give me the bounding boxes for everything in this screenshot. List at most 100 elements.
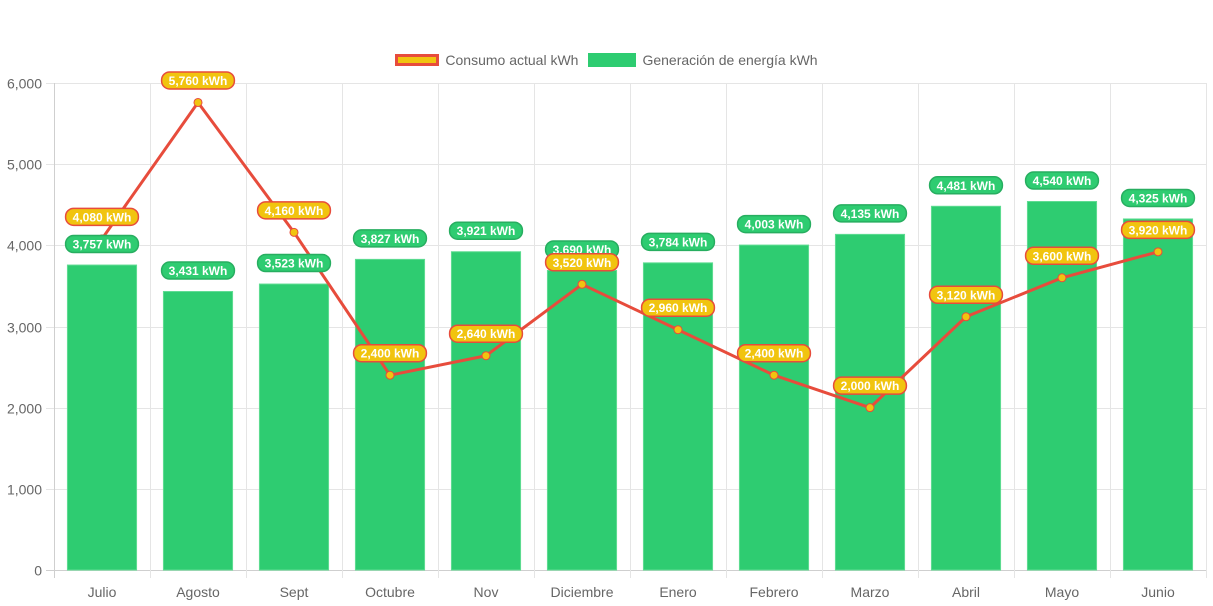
- bar-data-label: 4,003 kWh: [736, 214, 812, 234]
- bar-data-label-bg: [448, 221, 524, 240]
- line-data-label: 2,000 kWh: [832, 376, 908, 395]
- x-tick-label: Sept: [280, 584, 309, 600]
- line-data-label: 4,080 kWh: [64, 207, 140, 227]
- line-data-label: 2,960 kWh: [640, 298, 716, 317]
- line-data-label-bg: [64, 207, 140, 227]
- bar-data-label-bg: [160, 261, 236, 280]
- x-tick-label: Febrero: [749, 584, 798, 600]
- bar-data-label: 3,784 kWh: [640, 232, 716, 252]
- line-data-label-bg: [832, 376, 908, 395]
- line-data-label-bg: [544, 253, 620, 272]
- bar-data-label-bg: [736, 214, 812, 234]
- x-tick-label: Junio: [1141, 584, 1175, 600]
- line-point: [961, 312, 971, 322]
- bar-data-label: 3,757 kWh: [64, 234, 140, 254]
- bar: [450, 251, 522, 571]
- line-data-label-bg: [1120, 220, 1196, 240]
- y-tick-label: 4,000: [7, 238, 42, 254]
- x-tick-label: Marzo: [851, 584, 890, 600]
- bar: [354, 258, 426, 571]
- line-point: [769, 370, 779, 380]
- bar-data-label-text: 4,135 kWh: [841, 207, 900, 221]
- line-point: [1153, 247, 1163, 257]
- x-tick-label: Abril: [952, 584, 980, 600]
- line-point: [289, 227, 299, 237]
- bar-data-label: 3,523 kWh: [256, 253, 332, 273]
- bar-data-label: 4,481 kWh: [928, 176, 1004, 195]
- bar-data-label-bg: [640, 232, 716, 252]
- y-tick-label: 6,000: [7, 76, 42, 92]
- bar-data-label-text: 3,921 kWh: [457, 224, 516, 238]
- bar-data-label-bg: [64, 234, 140, 254]
- x-tick-label: Enero: [659, 584, 697, 600]
- bar: [162, 291, 234, 571]
- legend-item-consumo[interactable]: Consumo actual kWh: [395, 52, 578, 68]
- x-tick-label: Julio: [88, 584, 117, 600]
- line-data-label: 3,600 kWh: [1024, 246, 1100, 266]
- x-tick-label: Agosto: [176, 584, 220, 600]
- bar-data-label: 4,325 kWh: [1120, 188, 1196, 208]
- legend-swatch-generacion: [588, 53, 637, 67]
- line-data-label-text: 3,120 kWh: [937, 288, 996, 302]
- x-tick-label: Mayo: [1045, 584, 1079, 600]
- line-point: [673, 325, 683, 335]
- line-data-label-text: 4,080 kWh: [73, 210, 132, 224]
- y-tick-label: 1,000: [7, 482, 42, 498]
- bar-data-label-text: 4,003 kWh: [745, 218, 804, 232]
- line-data-label-text: 2,640 kWh: [457, 327, 516, 341]
- bar-data-label-bg: [352, 229, 428, 248]
- bar-data-label-bg: [1024, 171, 1100, 190]
- line-data-label-bg: [160, 71, 236, 90]
- line-data-label-bg: [1024, 246, 1100, 266]
- x-tick-label: Octubre: [365, 584, 415, 600]
- line-data-label-bg: [448, 324, 524, 343]
- bar: [930, 205, 1002, 571]
- line-data-label: 4,160 kWh: [256, 201, 332, 220]
- bar-data-label: 3,827 kWh: [352, 229, 428, 248]
- line-point: [577, 279, 587, 289]
- line-data-label-text: 2,960 kWh: [649, 301, 708, 315]
- line-data-label: 2,400 kWh: [736, 343, 812, 363]
- bar-data-label-bg: [1120, 188, 1196, 208]
- bar-data-label-bg: [928, 176, 1004, 195]
- bar-data-label: 3,431 kWh: [160, 261, 236, 280]
- line-data-label-text: 3,600 kWh: [1033, 249, 1092, 263]
- line-data-label-text: 5,760 kWh: [169, 74, 228, 88]
- bar-data-label-bg: [256, 253, 332, 273]
- bar: [546, 269, 618, 571]
- bar-data-label-text: 3,784 kWh: [649, 235, 708, 249]
- line-data-label: 5,760 kWh: [160, 71, 236, 90]
- line-point: [385, 370, 395, 380]
- line-data-label-bg: [928, 285, 1004, 305]
- y-tick-label: 5,000: [7, 157, 42, 173]
- y-tick-label: 0: [34, 563, 42, 579]
- bar-data-label-text: 3,523 kWh: [265, 257, 324, 271]
- bar: [66, 264, 138, 571]
- line-point: [865, 403, 875, 413]
- bar: [1122, 218, 1194, 571]
- line-data-label: 3,520 kWh: [544, 253, 620, 272]
- legend-label-generacion: Generación de energía kWh: [642, 52, 818, 68]
- x-tick-label: Nov: [474, 584, 499, 600]
- legend-item-generacion[interactable]: Generación de energía kWh: [588, 52, 818, 68]
- bar-data-label-text: 3,757 kWh: [73, 238, 132, 252]
- line-data-label-bg: [736, 343, 812, 363]
- bar: [258, 283, 330, 571]
- line-data-label: 2,640 kWh: [448, 324, 524, 343]
- bar-data-label-text: 4,325 kWh: [1129, 191, 1188, 205]
- y-tick-label: 2,000: [7, 401, 42, 417]
- line-data-label-text: 2,400 kWh: [745, 347, 804, 361]
- bar-data-label-text: 4,481 kWh: [937, 179, 996, 193]
- line-data-label-bg: [640, 298, 716, 317]
- line-data-label-text: 4,160 kWh: [265, 204, 324, 218]
- bar: [834, 233, 906, 571]
- line-point: [193, 97, 203, 107]
- chart-legend: Consumo actual kWh Generación de energía…: [0, 52, 1213, 68]
- line-data-label-text: 3,520 kWh: [553, 256, 612, 270]
- line-point: [1057, 273, 1067, 283]
- bar: [738, 244, 810, 571]
- bar-data-label: 3,921 kWh: [448, 221, 524, 240]
- line-point: [481, 351, 491, 361]
- line-data-label-bg: [352, 343, 428, 363]
